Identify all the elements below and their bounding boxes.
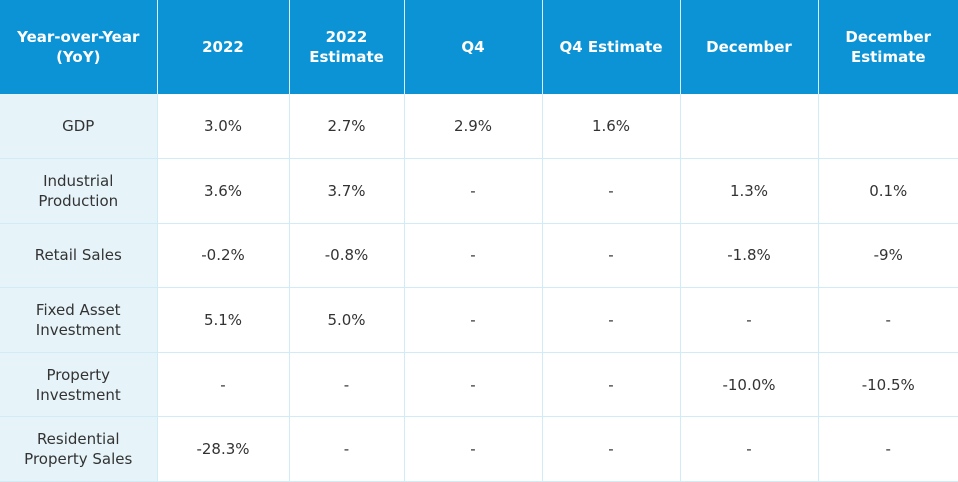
table-cell: 1.3%	[679, 158, 819, 224]
row-label: Retail Sales	[0, 222, 158, 289]
table-cell: 3.6%	[156, 158, 290, 224]
table-cell: -	[679, 416, 819, 482]
table-cell: -	[817, 287, 958, 353]
table-cell: -	[541, 351, 681, 418]
table-cell: -0.8%	[288, 222, 405, 289]
table-cell: -	[679, 287, 819, 353]
table-cell: -9%	[817, 222, 958, 289]
table-cell: 5.0%	[288, 287, 405, 353]
table-cell: -	[288, 351, 405, 418]
table-cell: 5.1%	[156, 287, 290, 353]
table-cell: 0.1%	[817, 158, 958, 224]
table-cell: -	[403, 158, 543, 224]
table-cell: -	[403, 351, 543, 418]
table-cell: 3.0%	[156, 94, 290, 160]
row-label: Residential Property Sales	[0, 416, 158, 482]
table-cell: -	[403, 287, 543, 353]
table-cell: -1.8%	[679, 222, 819, 289]
header-cell-q4: Q4	[404, 0, 543, 94]
header-cell-q4-estimate: Q4 Estimate	[542, 0, 681, 94]
table-cell: 2.9%	[403, 94, 543, 160]
table-cell: 2.7%	[288, 94, 405, 160]
table-cell	[679, 94, 819, 160]
table-cell: -28.3%	[156, 416, 290, 482]
table-cell: -	[288, 416, 405, 482]
table-row: Residential Property Sales -28.3% - - - …	[0, 416, 958, 482]
table-cell: 1.6%	[541, 94, 681, 160]
table-row: GDP 3.0% 2.7% 2.9% 1.6%	[0, 94, 958, 160]
table-row: Retail Sales -0.2% -0.8% - - -1.8% -9%	[0, 222, 958, 289]
header-cell-december-estimate: December Estimate	[818, 0, 958, 94]
table-cell: -	[541, 222, 681, 289]
row-label: Fixed Asset Investment	[0, 287, 158, 353]
header-cell-2022-estimate: 2022 Estimate	[289, 0, 405, 94]
table-cell: -	[817, 416, 958, 482]
row-label: Property Investment	[0, 351, 158, 418]
table-cell: -	[403, 416, 543, 482]
table-body: GDP 3.0% 2.7% 2.9% 1.6% Industrial Produ…	[0, 94, 958, 482]
header-cell-december: December	[680, 0, 819, 94]
row-label: GDP	[0, 94, 158, 160]
table-cell: -	[541, 416, 681, 482]
table-cell	[817, 94, 958, 160]
table-cell: -	[541, 158, 681, 224]
header-cell-2022: 2022	[157, 0, 290, 94]
table-row: Industrial Production 3.6% 3.7% - - 1.3%…	[0, 158, 958, 224]
table-cell: -	[156, 351, 290, 418]
table-header: Year-over-Year (YoY) 2022 2022 Estimate …	[0, 0, 958, 94]
table-cell: -	[403, 222, 543, 289]
header-cell-metric: Year-over-Year (YoY)	[0, 0, 158, 94]
table-row: Property Investment - - - - -10.0% -10.5…	[0, 351, 958, 418]
table-cell: -10.0%	[679, 351, 819, 418]
table-cell: -10.5%	[817, 351, 958, 418]
table-cell: 3.7%	[288, 158, 405, 224]
table-cell: -0.2%	[156, 222, 290, 289]
header-row: Year-over-Year (YoY) 2022 2022 Estimate …	[0, 0, 958, 94]
table-cell: -	[541, 287, 681, 353]
table-row: Fixed Asset Investment 5.1% 5.0% - - - -	[0, 287, 958, 353]
row-label: Industrial Production	[0, 158, 158, 224]
